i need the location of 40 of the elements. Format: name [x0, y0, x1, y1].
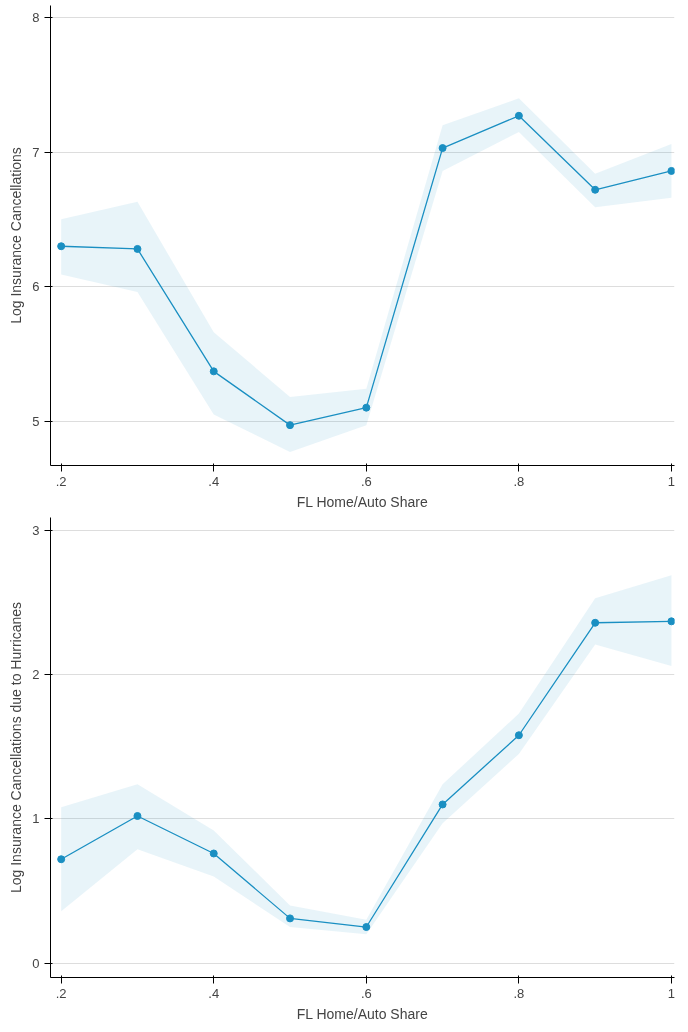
y-tick-label: 8	[32, 10, 40, 26]
y-tick-label: 2	[32, 667, 40, 683]
x-tick-label: .2	[55, 985, 67, 1001]
point	[57, 242, 66, 251]
point	[286, 421, 295, 430]
point	[514, 731, 523, 740]
point	[514, 111, 523, 120]
x-tick-label: .8	[513, 473, 525, 489]
point	[667, 166, 675, 175]
point	[209, 367, 218, 376]
point	[133, 812, 142, 820]
x-tick-label: .4	[208, 985, 220, 1001]
x-tick-label: .8	[513, 985, 525, 1001]
x-tick-label: .6	[360, 473, 372, 489]
point	[667, 617, 675, 626]
point	[591, 185, 600, 194]
point	[286, 914, 295, 923]
x-tick-label: .4	[208, 473, 220, 489]
y-tick-label: 0	[32, 955, 40, 971]
x-tick-label: 1	[667, 985, 676, 1001]
x-tick-label: .2	[55, 473, 67, 489]
point	[438, 144, 447, 153]
y-tick-label: 6	[32, 279, 40, 295]
x-tick-label: 1	[667, 473, 676, 489]
point	[362, 403, 371, 412]
y-tick-label: 1	[32, 811, 40, 827]
y-tick-label: 5	[32, 413, 40, 429]
point	[133, 244, 142, 253]
x-tick-label: .6	[360, 985, 372, 1001]
point	[438, 800, 447, 809]
y-axis-title: Log Insurance Cancellations due to Hurricanes	[8, 601, 25, 894]
point	[591, 618, 600, 627]
x-axis-title: FL Home/Auto Share	[296, 1005, 428, 1022]
point	[57, 855, 66, 864]
x-axis-title: FL Home/Auto Share	[296, 493, 428, 510]
y-tick-label: 7	[32, 144, 40, 160]
point	[362, 923, 371, 932]
y-axis-title: Log Insurance Cancellations	[8, 147, 25, 324]
point	[209, 849, 218, 858]
y-tick-label: 3	[32, 522, 40, 538]
